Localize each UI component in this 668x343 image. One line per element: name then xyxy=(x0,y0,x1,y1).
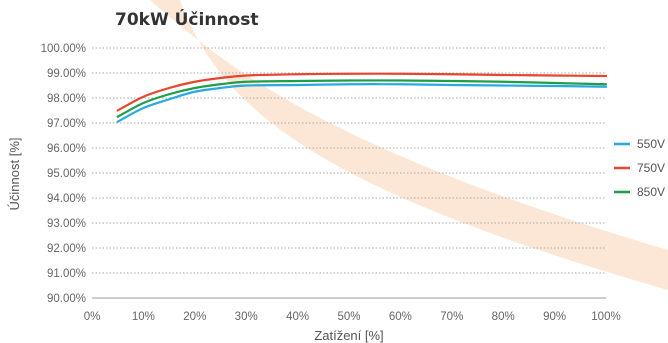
y-tick-label: 97.00% xyxy=(47,118,86,130)
x-tick-label: 0% xyxy=(84,311,101,323)
legend: 550V 750V 850V xyxy=(614,137,665,199)
y-tick-label: 93.00% xyxy=(47,218,86,230)
y-tick-label: 90.00% xyxy=(47,293,86,305)
legend-label: 850V xyxy=(637,185,665,199)
y-tick-label: 95.00% xyxy=(47,168,86,180)
y-tick-label: 96.00% xyxy=(47,143,86,155)
y-axis-label: Účinnost [%] xyxy=(7,138,22,211)
legend-item-850v: 850V xyxy=(614,185,665,199)
x-tick-label: 60% xyxy=(389,311,412,323)
x-tick-label: 30% xyxy=(235,311,258,323)
series-line-550v xyxy=(116,83,608,123)
x-axis-label: Zatížení [%] xyxy=(314,328,383,343)
x-axis-ticks: 0% 10% 20% 30% 40% 50% 60% 70% 80% 90% 100% xyxy=(84,311,621,323)
x-tick-label: 100% xyxy=(591,311,620,323)
y-tick-label: 98.00% xyxy=(47,93,86,105)
x-tick-label: 70% xyxy=(440,311,463,323)
legend-label: 750V xyxy=(637,161,665,175)
legend-item-550v: 550V xyxy=(614,137,665,151)
x-tick-label: 40% xyxy=(286,311,309,323)
series-line-850v xyxy=(116,79,608,118)
series-lines xyxy=(116,72,608,123)
y-tick-label: 100.00% xyxy=(41,43,86,55)
legend-item-750v: 750V xyxy=(614,161,665,175)
x-tick-label: 10% xyxy=(132,311,155,323)
y-tick-label: 94.00% xyxy=(47,193,86,205)
decorative-swoosh xyxy=(150,0,668,290)
x-tick-label: 50% xyxy=(337,311,360,323)
y-tick-label: 91.00% xyxy=(47,268,86,280)
series-line-750v xyxy=(116,72,608,112)
x-tick-label: 90% xyxy=(543,311,566,323)
x-tick-label: 80% xyxy=(492,311,515,323)
y-axis-ticks: 90.00% 91.00% 92.00% 93.00% 94.00% 95.00% 96.0… xyxy=(41,43,86,305)
y-tick-label: 92.00% xyxy=(47,243,86,255)
chart-title: 70kW Účinnost xyxy=(115,8,258,30)
legend-label: 550V xyxy=(637,137,665,151)
x-tick-label: 20% xyxy=(183,311,206,323)
y-tick-label: 99.00% xyxy=(47,68,86,80)
